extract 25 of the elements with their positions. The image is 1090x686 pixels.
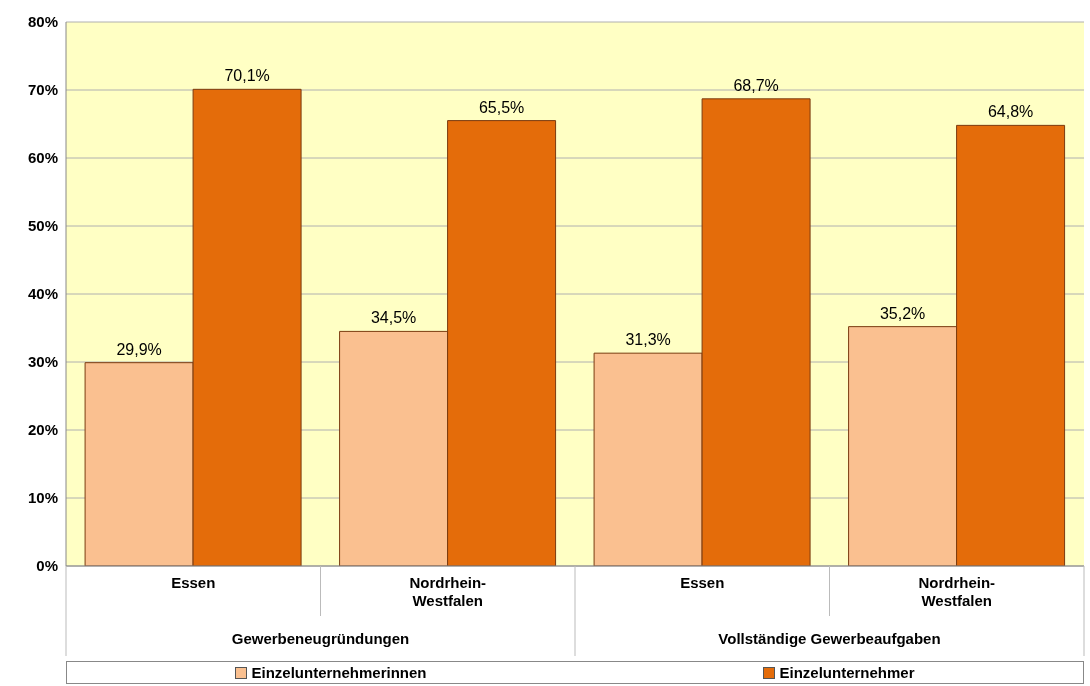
y-tick-label: 30% xyxy=(27,353,58,371)
legend-label: Einzelunternehmer xyxy=(778,664,915,681)
y-tick-label: 10% xyxy=(27,489,58,507)
data-label: 65,5% xyxy=(478,98,525,116)
x-tick-label: Essen xyxy=(680,574,725,591)
data-label: 70,1% xyxy=(224,67,270,85)
y-tick-label: 40% xyxy=(27,285,58,303)
y-tick-label: 80% xyxy=(27,13,58,31)
y-tick-label: 50% xyxy=(27,217,58,235)
data-label: 68,7% xyxy=(733,76,779,94)
x-tick-label: Nordrhein-Westfalen xyxy=(409,574,487,609)
y-tick-label: 70% xyxy=(27,81,58,99)
y-tick-label: 0% xyxy=(36,557,58,575)
x-tick-label: Nordrhein-Westfalen xyxy=(918,574,996,609)
text: Gewerbeneugründungen xyxy=(231,630,410,647)
data-label: 35,2% xyxy=(879,304,926,322)
x-tick-label: Essen xyxy=(171,574,216,591)
y-tick-label: 60% xyxy=(27,149,58,167)
legend-label: Einzelunternehmerinnen xyxy=(250,664,427,681)
data-label: 64,8% xyxy=(987,103,1034,121)
data-label: 34,5% xyxy=(370,309,417,327)
text: Vollständige Gewerbeaufgaben xyxy=(718,630,941,647)
y-tick-label: 20% xyxy=(27,421,58,439)
data-label: 29,9% xyxy=(116,340,162,358)
data-label: 31,3% xyxy=(625,331,671,349)
